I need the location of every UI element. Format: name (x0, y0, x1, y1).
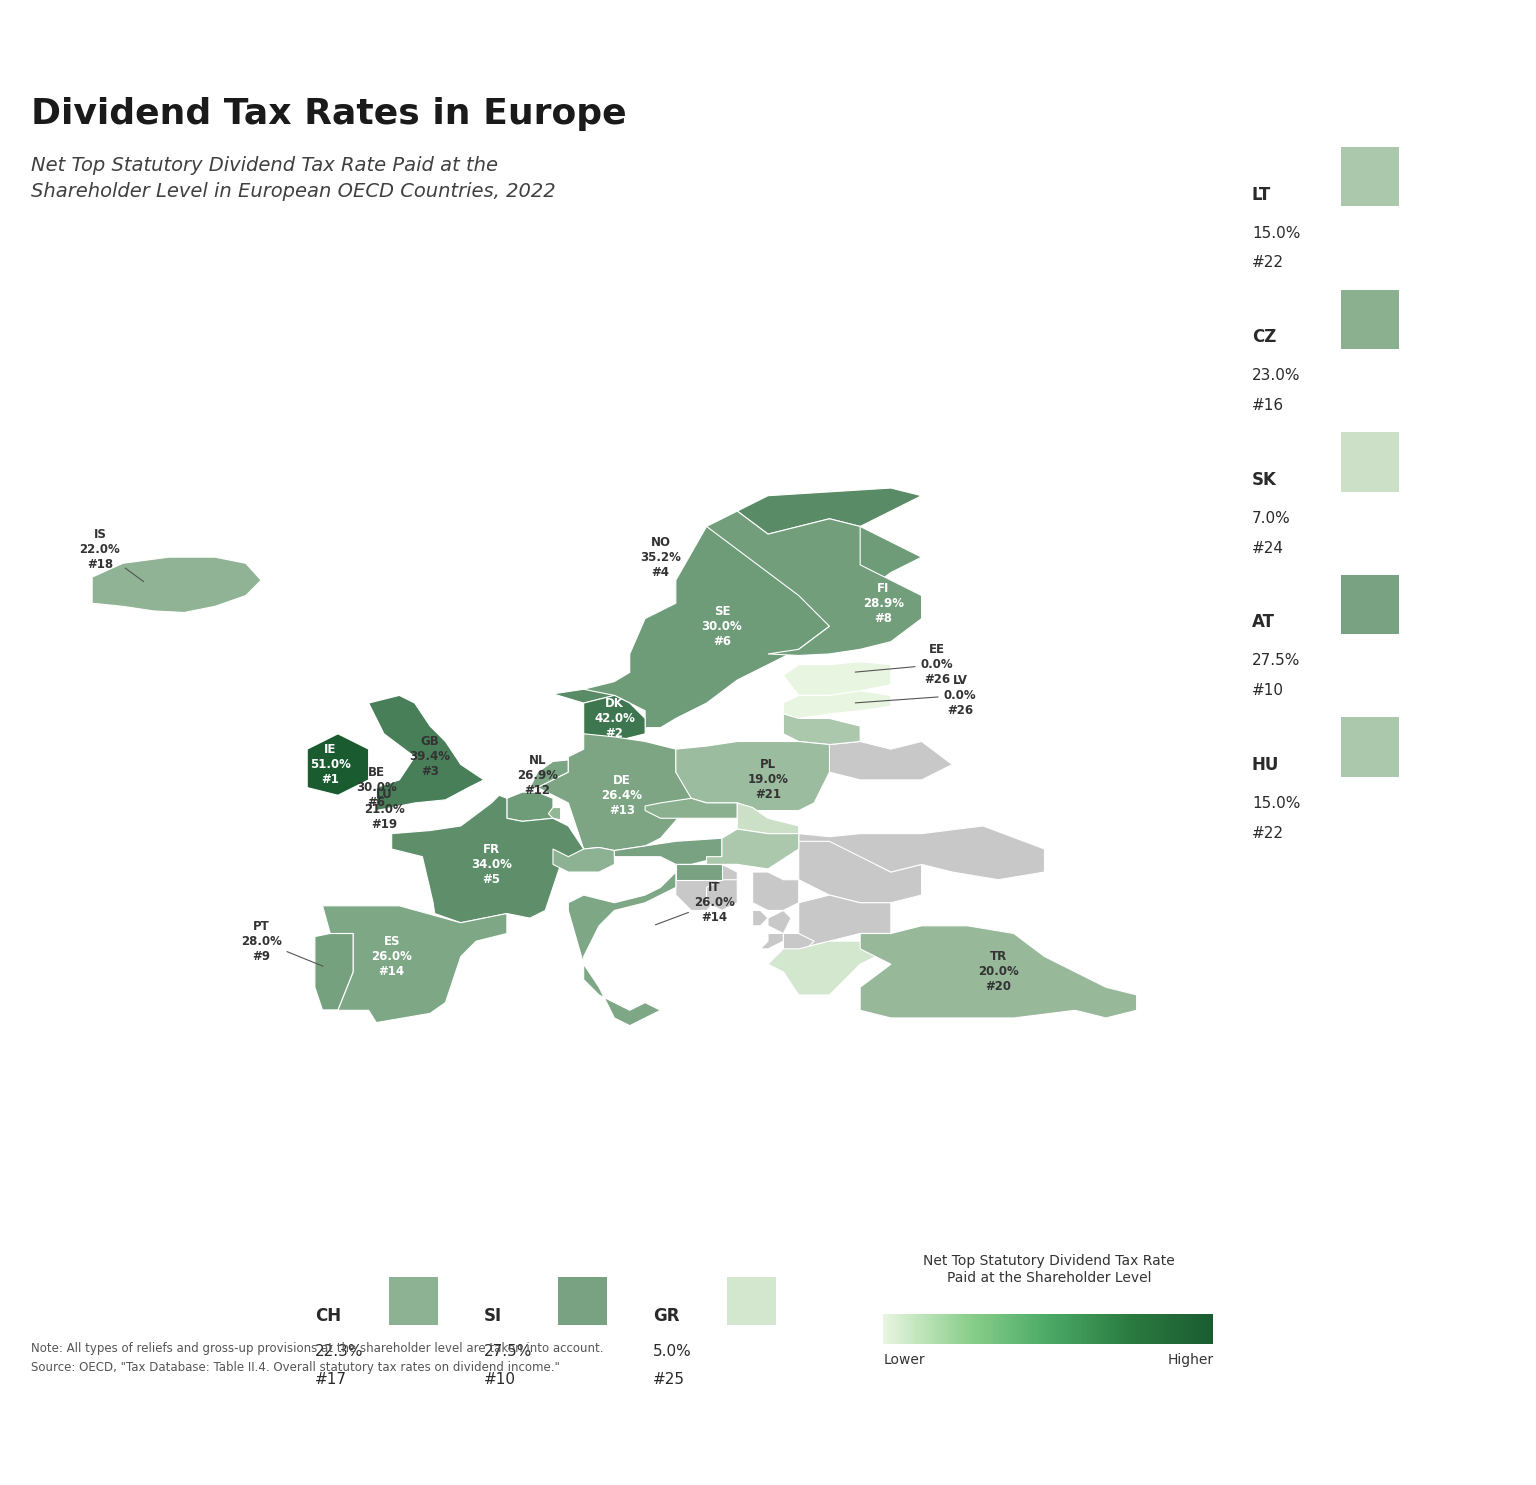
Text: LT: LT (1252, 186, 1272, 203)
Text: 27.5%: 27.5% (1252, 653, 1299, 668)
Text: Note: All types of reliefs and gross-up provisions at the shareholder level are : Note: All types of reliefs and gross-up … (31, 1342, 604, 1375)
Polygon shape (876, 833, 922, 872)
Polygon shape (768, 910, 791, 934)
Text: 15.0%: 15.0% (1252, 796, 1299, 811)
Text: IT
26.0%
#14: IT 26.0% #14 (656, 881, 734, 925)
Polygon shape (522, 760, 568, 792)
Polygon shape (392, 796, 584, 922)
Polygon shape (584, 695, 645, 741)
Polygon shape (753, 910, 768, 925)
Text: IS
22.0%
#18: IS 22.0% #18 (80, 529, 144, 582)
Text: IE
51.0%
#1: IE 51.0% #1 (310, 742, 350, 786)
Polygon shape (799, 826, 1044, 879)
Text: 22.3%: 22.3% (315, 1344, 364, 1359)
Text: FI
28.9%
#8: FI 28.9% #8 (863, 582, 903, 625)
Polygon shape (315, 934, 353, 1010)
Text: ES
26.0%
#14: ES 26.0% #14 (372, 936, 412, 979)
Text: TR
20.0%
#20: TR 20.0% #20 (978, 950, 1018, 993)
Text: HU: HU (1252, 756, 1279, 774)
Text: #10: #10 (484, 1372, 516, 1387)
Polygon shape (307, 734, 369, 796)
Polygon shape (753, 872, 799, 910)
Polygon shape (548, 808, 561, 820)
Text: 5.0%: 5.0% (653, 1344, 691, 1359)
Text: AT: AT (1252, 613, 1275, 631)
Text: 7.0%: 7.0% (1252, 511, 1290, 526)
Polygon shape (707, 879, 737, 910)
Text: EE
0.0%
#26: EE 0.0% #26 (856, 643, 954, 686)
Polygon shape (676, 741, 829, 811)
Text: 27.5%: 27.5% (484, 1344, 531, 1359)
Text: #17: #17 (315, 1372, 347, 1387)
Text: TAX FOUNDATION: TAX FOUNDATION (23, 1437, 201, 1455)
Text: NL
26.9%
#12: NL 26.9% #12 (518, 754, 558, 797)
Polygon shape (814, 741, 952, 780)
Text: LV
0.0%
#26: LV 0.0% #26 (856, 674, 977, 717)
Polygon shape (783, 662, 891, 695)
Polygon shape (568, 872, 676, 1026)
Text: SK: SK (1252, 471, 1276, 489)
Polygon shape (538, 734, 691, 851)
Text: GR: GR (653, 1307, 679, 1325)
Text: DK
42.0%
#2: DK 42.0% #2 (594, 696, 634, 740)
Polygon shape (645, 799, 737, 818)
Text: @TaxFoundation: @TaxFoundation (1366, 1437, 1513, 1455)
Text: CH: CH (315, 1307, 341, 1325)
Polygon shape (783, 691, 891, 719)
Text: SI: SI (484, 1307, 502, 1325)
Polygon shape (369, 695, 484, 811)
Text: FR
34.0%
#5: FR 34.0% #5 (472, 843, 511, 887)
Text: NO
35.2%
#4: NO 35.2% #4 (641, 536, 680, 579)
Text: PT
28.0%
#9: PT 28.0% #9 (241, 919, 323, 967)
Text: 23.0%: 23.0% (1252, 368, 1301, 383)
Text: SE
30.0%
#6: SE 30.0% #6 (702, 604, 742, 647)
Polygon shape (707, 511, 922, 655)
Text: LU
21.0%
#19: LU 21.0% #19 (364, 787, 404, 830)
Polygon shape (799, 833, 922, 903)
Text: Lower: Lower (883, 1353, 925, 1366)
Text: BE
30.0%
#6: BE 30.0% #6 (356, 766, 396, 809)
Polygon shape (676, 864, 722, 879)
Text: #24: #24 (1252, 541, 1284, 555)
Text: Dividend Tax Rates in Europe: Dividend Tax Rates in Europe (31, 97, 627, 131)
Text: Net Top Statutory Dividend Tax Rate
Paid at the Shareholder Level: Net Top Statutory Dividend Tax Rate Paid… (923, 1255, 1175, 1285)
Text: #22: #22 (1252, 826, 1284, 841)
Polygon shape (707, 829, 799, 869)
Polygon shape (783, 714, 860, 744)
Polygon shape (614, 838, 722, 864)
Polygon shape (92, 557, 261, 612)
Polygon shape (799, 895, 891, 949)
Polygon shape (768, 941, 891, 995)
Polygon shape (737, 803, 799, 833)
Text: DE
26.4%
#13: DE 26.4% #13 (602, 774, 642, 817)
Text: #10: #10 (1252, 683, 1284, 698)
Text: 15.0%: 15.0% (1252, 226, 1299, 241)
Polygon shape (783, 934, 814, 956)
Text: #16: #16 (1252, 398, 1284, 413)
Polygon shape (323, 906, 507, 1023)
Polygon shape (538, 489, 922, 702)
Polygon shape (507, 792, 553, 821)
Text: PL
19.0%
#21: PL 19.0% #21 (748, 759, 788, 802)
Polygon shape (860, 925, 1137, 1017)
Text: GB
39.4%
#3: GB 39.4% #3 (410, 735, 450, 778)
Text: Higher: Higher (1167, 1353, 1213, 1366)
Text: Net Top Statutory Dividend Tax Rate Paid at the
Shareholder Level in European OE: Net Top Statutory Dividend Tax Rate Paid… (31, 156, 556, 202)
Text: CZ: CZ (1252, 328, 1276, 346)
Text: #25: #25 (653, 1372, 685, 1387)
Polygon shape (676, 864, 737, 910)
Text: #22: #22 (1252, 255, 1284, 270)
Polygon shape (553, 848, 614, 872)
Polygon shape (760, 934, 783, 949)
Polygon shape (584, 511, 922, 728)
